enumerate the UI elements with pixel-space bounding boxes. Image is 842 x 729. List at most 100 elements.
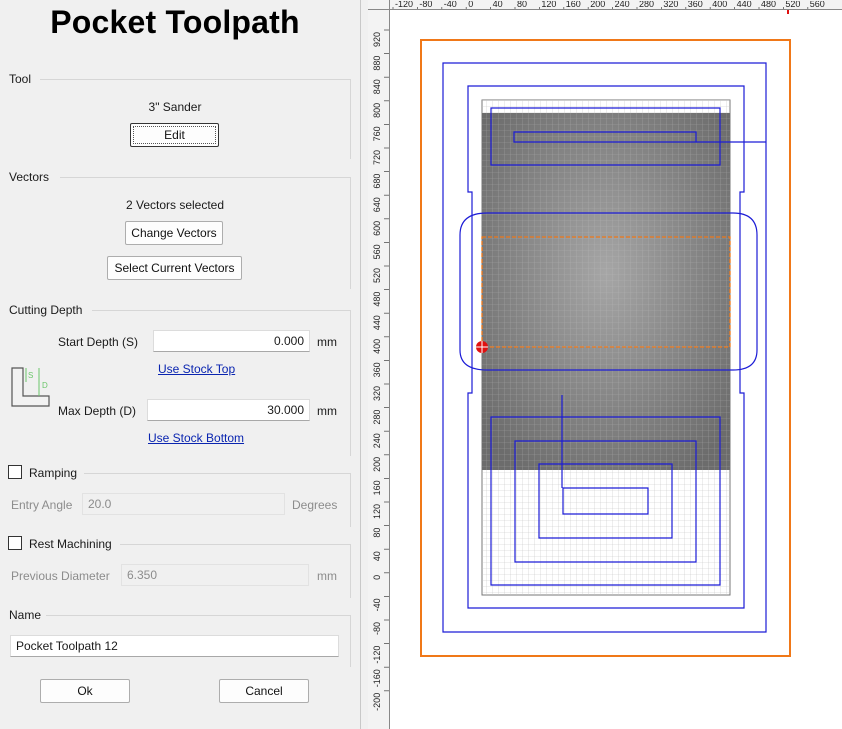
top-ruler-label: 400 (712, 1, 727, 9)
use-stock-bottom-link[interactable]: Use Stock Bottom (148, 431, 245, 445)
left-ruler-label: 680 (372, 174, 382, 189)
left-ruler-label: -160 (372, 669, 382, 687)
change-vectors-button[interactable]: Change Vectors (125, 221, 223, 245)
panel-splitter[interactable] (360, 0, 368, 729)
toolpath-inner-offset (467, 85, 745, 609)
ruler-corner (368, 0, 390, 10)
left-ruler-label: -80 (372, 622, 382, 635)
outer-boundary (420, 39, 791, 657)
top-ruler-label: 40 (493, 1, 503, 9)
top-ruler-label: 0 (468, 1, 473, 9)
vectors-divider (60, 177, 351, 178)
toolpath-top-pocket-1 (490, 107, 721, 166)
cutting-depth-divider (92, 310, 351, 311)
depth-icon-d: D (42, 381, 48, 390)
entry-angle-input[interactable]: 20.0 (82, 493, 285, 515)
left-ruler-label: 720 (372, 150, 382, 165)
left-ruler-label: 840 (372, 79, 382, 94)
start-depth-unit: mm (317, 335, 337, 349)
vectors-status: 2 Vectors selected (125, 198, 225, 212)
depth-icon-s: S (28, 371, 33, 380)
tool-border (350, 79, 351, 159)
previous-diameter-unit: mm (317, 569, 337, 583)
cancel-button[interactable]: Cancel (219, 679, 309, 703)
left-ruler-label: -40 (372, 598, 382, 611)
left-ruler-label: 760 (372, 126, 382, 141)
left-ruler-label: 280 (372, 410, 382, 425)
depth-diagram-icon: S D (11, 367, 50, 407)
top-ruler-label: 120 (541, 1, 556, 9)
cutting-depth-section-title: Cutting Depth (9, 303, 83, 317)
left-ruler-label: 320 (372, 386, 382, 401)
start-point-marker (476, 341, 488, 353)
ramping-border (350, 473, 351, 527)
rest-machining-label: Rest Machining (29, 537, 112, 551)
left-ruler-label: 360 (372, 362, 382, 377)
max-depth-label: Max Depth (D) (58, 404, 137, 418)
top-ruler-label: 160 (566, 1, 581, 9)
rest-machining-border (350, 544, 351, 598)
top-ruler-label: -80 (419, 1, 432, 9)
left-ruler-ticks: 9208808408007607206806406005605204804404… (372, 29, 389, 711)
ramping-label: Ramping (29, 466, 78, 480)
toolpath-panel: Pocket Toolpath Tool 3" Sander Edit Vect… (0, 0, 360, 729)
use-stock-top-link[interactable]: Use Stock Top (158, 362, 236, 376)
max-depth-unit: mm (317, 404, 337, 418)
top-ruler-label: 240 (615, 1, 630, 9)
edit-tool-button[interactable]: Edit (130, 123, 219, 147)
top-ruler-label: 200 (590, 1, 605, 9)
left-ruler-label: 600 (372, 221, 382, 236)
max-depth-input[interactable]: 30.000 (147, 399, 310, 421)
start-depth-label: Start Depth (S) (58, 335, 139, 349)
stock-grid (482, 113, 730, 470)
left-ruler-label: -120 (372, 646, 382, 664)
name-divider (46, 615, 351, 616)
top-ruler-label: 520 (785, 1, 800, 9)
left-ruler-label: 560 (372, 244, 382, 259)
left-ruler-label: 120 (372, 504, 382, 519)
previous-diameter-label: Previous Diameter (11, 569, 110, 583)
top-ruler-label: 360 (688, 1, 703, 9)
left-ruler-label: 480 (372, 292, 382, 307)
top-ruler: -120 -80 -40 0 40 80 120 160 200 240 280 320 360 400 4… (390, 0, 842, 10)
entry-angle-label: Entry Angle (11, 498, 73, 512)
toolpath-name-input[interactable]: Pocket Toolpath 12 (10, 635, 339, 657)
previous-diameter-input[interactable]: 6.350 (121, 564, 309, 586)
page-title: Pocket Toolpath (50, 4, 300, 40)
top-ruler-label: 80 (517, 1, 527, 9)
selected-vector-dashed (481, 236, 731, 348)
top-ruler-label: -120 (395, 1, 413, 9)
design-viewport[interactable]: -120 -80 -40 0 40 80 120 160 200 240 280 320 360 400 4… (368, 0, 842, 729)
left-ruler-label: 0 (372, 575, 382, 580)
ramping-divider (84, 473, 351, 474)
top-ruler-ticks: -120 -80 -40 0 40 80 120 160 200 240 280 320 360 400 4… (392, 0, 825, 9)
left-ruler-label: 440 (372, 315, 382, 330)
toolpath-mid-rounded (459, 212, 758, 371)
name-section-title: Name (9, 608, 42, 622)
ramping-checkbox[interactable] (8, 465, 22, 479)
left-ruler: 920 880 840 800 760 720 680 640 600 560 520 480 440 4… (368, 10, 390, 729)
cutting-depth-border (350, 310, 351, 456)
tool-divider (40, 79, 351, 80)
left-ruler-label: 520 (372, 268, 382, 283)
drawing-canvas[interactable] (390, 10, 842, 729)
toolpath-outer-offset (442, 62, 767, 633)
toolpath-bottom-pocket-1 (490, 416, 721, 586)
rest-machining-checkbox[interactable] (8, 536, 22, 550)
left-ruler-label: 800 (372, 103, 382, 118)
start-depth-input[interactable]: 0.000 (153, 330, 310, 352)
vectors-section-title: Vectors (9, 170, 50, 184)
select-current-vectors-button[interactable]: Select Current Vectors (107, 256, 242, 280)
left-ruler-label: 40 (372, 551, 382, 561)
left-ruler-label: 240 (372, 433, 382, 448)
left-ruler-label: 160 (372, 480, 382, 495)
left-ruler-label: -200 (372, 693, 382, 711)
top-ruler-label: -40 (444, 1, 457, 9)
tool-name: 3" Sander (148, 100, 202, 114)
top-ruler-label: 480 (761, 1, 776, 9)
left-ruler-label: 920 (372, 32, 382, 47)
toolpath-bottom-pocket-3 (538, 463, 673, 539)
toolpath-bottom-pocket-4 (562, 487, 649, 515)
top-ruler-label: 280 (639, 1, 654, 9)
ok-button[interactable]: Ok (40, 679, 130, 703)
